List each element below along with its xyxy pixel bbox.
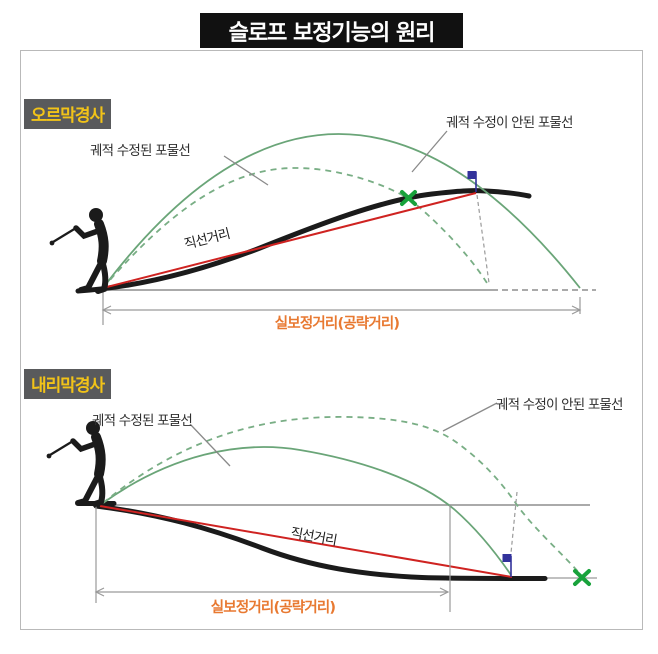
uphill-impact-x-icon (400, 190, 417, 206)
uphill-corrected-pointer (223, 155, 269, 186)
page-title: 슬로프 보정기능의 원리 (200, 13, 463, 48)
uphill-uncorrected-pointer (411, 130, 448, 173)
downhill-uncorrected-trajectory (102, 416, 582, 576)
uphill-corrected-trajectory (102, 133, 581, 289)
uphill-diagram (50, 130, 596, 325)
uphill-golfer (50, 208, 106, 291)
downhill-uncorrected-label: 궤적 수정이 안된 포물선 (496, 397, 623, 413)
downhill-corrected-label: 궤적 수정된 포물선 (92, 413, 193, 429)
downhill-uncorrected-pointer (442, 402, 498, 432)
uphill-distance-measure (101, 292, 582, 325)
downhill-corrected-pointer (189, 423, 231, 467)
downhill-flag-icon (502, 554, 512, 577)
uphill-flag-drop-dashed (476, 194, 490, 284)
downhill-corrected-trajectory (102, 446, 512, 576)
uphill-terrain (75, 188, 532, 294)
uphill-corrected-label: 궤적 수정된 포물선 (90, 143, 191, 159)
uphill-corrected-distance-label: 실보정거리(공략거리) (274, 316, 400, 332)
downhill-diagram (47, 402, 597, 612)
downhill-terrain (93, 503, 548, 581)
uphill-uncorrected-label: 궤적 수정이 안된 포물선 (446, 115, 573, 131)
uphill-slope-badge: 오르막경사 (24, 99, 112, 129)
downhill-flag-drop-dashed (510, 491, 518, 554)
downhill-landing-x-icon (573, 569, 591, 586)
downhill-corrected-distance-label: 실보정거리(공략거리) (210, 600, 336, 616)
downhill-golfer (47, 421, 103, 504)
uphill-uncorrected-trajectory (102, 167, 488, 289)
uphill-straight-line (102, 192, 477, 289)
outer-frame (20, 50, 643, 630)
downhill-distance-measure (94, 587, 450, 597)
downhill-slope-badge: 내리막경사 (24, 369, 112, 399)
uphill-flag-icon (467, 171, 477, 192)
downhill-straight-line (99, 505, 513, 578)
